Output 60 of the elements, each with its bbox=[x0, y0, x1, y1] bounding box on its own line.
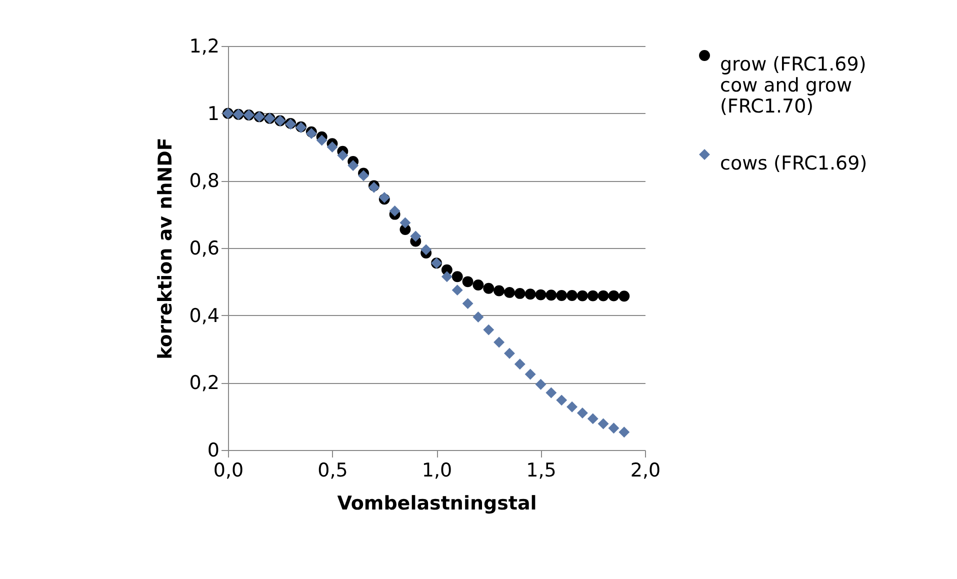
point bbox=[472, 280, 484, 290]
y-tick-label: 1,2 bbox=[189, 36, 220, 58]
point bbox=[598, 418, 609, 430]
point bbox=[608, 290, 620, 302]
point bbox=[514, 288, 526, 299]
point bbox=[546, 387, 557, 398]
point bbox=[441, 271, 452, 282]
point bbox=[598, 290, 609, 302]
point bbox=[348, 160, 359, 171]
point bbox=[452, 271, 463, 282]
point bbox=[494, 285, 505, 296]
point bbox=[462, 276, 474, 288]
point bbox=[556, 394, 568, 406]
point bbox=[556, 290, 568, 301]
point bbox=[504, 286, 515, 298]
point bbox=[337, 150, 348, 161]
point bbox=[524, 288, 536, 300]
y-axis-title: korrektion av nhNDF bbox=[154, 138, 176, 360]
x-tick-label: 0,0 bbox=[213, 460, 244, 482]
point bbox=[566, 401, 578, 412]
legend-label: grow (FRC1.69) cow and grow (FRC1.70) bbox=[720, 54, 866, 118]
point bbox=[535, 378, 546, 390]
y-tick-label: 0,4 bbox=[189, 304, 220, 327]
point bbox=[462, 298, 474, 310]
y-tick-label: 0,2 bbox=[189, 372, 220, 394]
point bbox=[618, 426, 630, 438]
point bbox=[524, 368, 536, 380]
point bbox=[566, 290, 578, 301]
point bbox=[326, 142, 338, 152]
x-axis-title: Vombelastningstal bbox=[337, 492, 537, 514]
point bbox=[546, 290, 557, 301]
point bbox=[514, 358, 526, 370]
x-tick-label: 0,5 bbox=[318, 460, 348, 482]
y-tick-label: 1 bbox=[207, 102, 220, 125]
point bbox=[472, 312, 484, 322]
point bbox=[504, 348, 515, 359]
y-tick-label: 0,6 bbox=[189, 238, 220, 260]
point bbox=[400, 217, 411, 228]
x-tick-label: 2,0 bbox=[630, 460, 661, 482]
legend-label: cows (FRC1.69) bbox=[720, 152, 868, 174]
point bbox=[576, 290, 588, 302]
point bbox=[618, 290, 630, 302]
point bbox=[410, 230, 422, 242]
point bbox=[608, 422, 620, 434]
point bbox=[483, 282, 494, 294]
point bbox=[587, 290, 598, 302]
point bbox=[483, 324, 494, 336]
point bbox=[420, 244, 432, 256]
x-tick-label: 1,5 bbox=[526, 460, 556, 482]
point bbox=[587, 413, 598, 424]
point bbox=[494, 336, 505, 348]
point bbox=[535, 289, 546, 300]
point bbox=[358, 170, 369, 182]
point bbox=[389, 205, 400, 216]
point bbox=[452, 284, 463, 296]
y-tick-label: 0 bbox=[207, 440, 220, 462]
point bbox=[316, 134, 328, 146]
point bbox=[576, 407, 588, 418]
x-tick-label: 1,0 bbox=[422, 460, 452, 482]
y-tick-label: 0,8 bbox=[189, 170, 220, 192]
